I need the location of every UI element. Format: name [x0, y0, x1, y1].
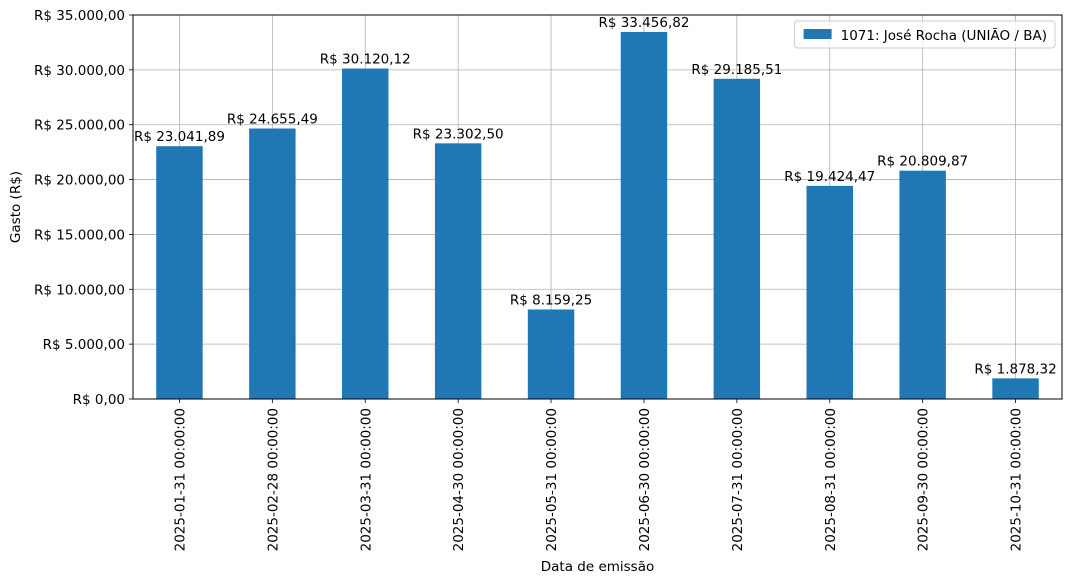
bar [620, 31, 668, 400]
bar [342, 68, 389, 400]
x-tick-label: 2025-05-31 00:00:00 [544, 408, 560, 551]
y-tick-label: R$ 0,00 [73, 392, 125, 408]
x-axis: 2025-01-31 00:00:00 2025-02-28 00:00:00 20… [172, 399, 1025, 551]
bar-value-label: R$ 23.302,50 [413, 126, 504, 142]
x-tick-label: 2025-09-30 00:00:00 [916, 408, 932, 551]
bar [992, 378, 1039, 399]
bar-value-label: R$ 8.159,25 [510, 292, 592, 308]
bar [527, 309, 575, 399]
bar [434, 143, 482, 399]
legend-box [794, 20, 1056, 49]
y-tick-label: R$ 5.000,00 [43, 337, 125, 353]
bar [249, 128, 296, 399]
bar-value-label: R$ 20.809,87 [877, 154, 968, 170]
bar-value-label: R$ 24.655,49 [227, 111, 318, 127]
bar-value-label: R$ 30.120,12 [320, 52, 411, 68]
bar [899, 170, 946, 399]
y-tick-label: R$ 30.000,00 [34, 63, 125, 79]
bars [156, 31, 1039, 400]
x-tick-label: 2025-01-31 00:00:00 [172, 408, 188, 551]
x-tick-label: 2025-07-31 00:00:00 [730, 408, 746, 551]
x-axis-title: Data de emissão [541, 559, 655, 575]
y-tick-label: R$ 25.000,00 [34, 118, 125, 134]
y-axis-title: Gasto (R$) [8, 171, 24, 243]
bar-value-label: R$ 19.424,47 [784, 169, 875, 185]
bar [713, 78, 761, 399]
legend: 1071: José Rocha (UNIÃO / BA) [794, 20, 1056, 49]
y-tick-label: R$ 35.000,00 [34, 8, 125, 24]
bar-value-label: R$ 33.456,82 [598, 15, 689, 31]
x-tick-label: 2025-03-31 00:00:00 [358, 408, 374, 551]
bar-value-label: R$ 23.041,89 [134, 129, 225, 145]
x-tick-label: 2025-02-28 00:00:00 [265, 408, 281, 551]
data-labels: R$ 23.041,89R$ 24.655,49 R$ 30.120,12 R$ 2… [134, 15, 1057, 377]
x-tick-label: 2025-04-30 00:00:00 [451, 408, 467, 551]
bar-value-label: R$ 1.878,32 [974, 361, 1056, 377]
x-tick-label: 2025-10-31 00:00:00 [1009, 408, 1025, 551]
x-tick-label: 2025-06-30 00:00:00 [637, 408, 653, 551]
plot-frame [132, 14, 1063, 400]
x-tick-label: 2025-08-31 00:00:00 [823, 408, 839, 551]
legend-label: 1071: José Rocha (UNIÃO / BA) [841, 27, 1047, 44]
y-tick-label: R$ 10.000,00 [34, 282, 125, 298]
bar-value-label: R$ 29.185,51 [691, 62, 782, 78]
y-axis: R$ 0,00 R$ 5.000,00 R$ 10.000,00 R$ 15.000,… [34, 8, 133, 408]
bar [806, 185, 853, 399]
bar [156, 146, 203, 399]
y-tick-label: R$ 20.000,00 [34, 173, 125, 189]
legend-swatch [803, 29, 832, 39]
y-tick-label: R$ 15.000,00 [34, 227, 125, 243]
